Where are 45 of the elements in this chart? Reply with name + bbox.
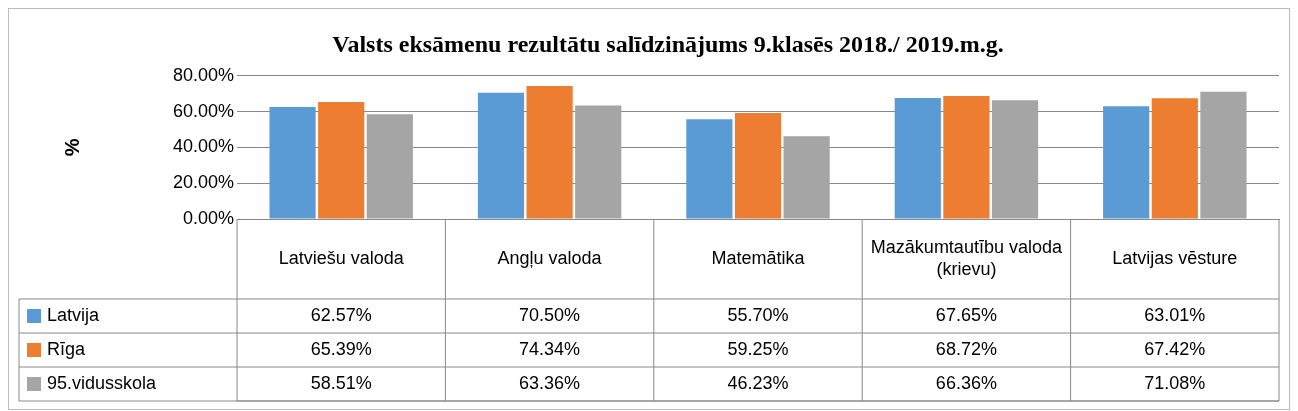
data-label: 68.72% [935,338,997,359]
bar [477,92,525,219]
bar [526,85,573,219]
bar [991,100,1039,219]
x-tick-label: Matemātika [711,247,806,268]
data-label: 63.36% [519,372,581,393]
bar [1151,98,1198,219]
data-label: 63.01% [1144,304,1206,325]
legend-label: 95.vidusskola [47,372,158,393]
data-label: 67.65% [935,304,997,325]
bar [575,105,622,219]
bar [318,101,365,219]
data-label: 71.08% [1144,372,1206,393]
y-axis-title: % [60,138,83,157]
data-label: 67.42% [1144,338,1206,359]
data-label: 65.39% [310,338,372,359]
bar [366,114,413,219]
bar [894,97,941,219]
y-tick-label: 0.00% [182,207,234,228]
data-label: 46.23% [727,372,789,393]
legend-label: Latvija [47,304,101,325]
data-label: 55.70% [727,304,789,325]
data-label: 74.34% [519,338,581,359]
bar [269,107,316,219]
bar [686,119,733,219]
data-label: 58.51% [310,372,372,393]
y-tick-label: 20.00% [172,172,234,193]
x-tick-label: Mazākumtautību valoda(krievu) [870,236,1063,279]
y-tick-label: 40.00% [172,136,234,157]
x-tick-label: Angļu valoda [497,247,603,268]
data-label: 59.25% [727,338,789,359]
bar [943,95,990,219]
chart-title: Valsts eksāmenu rezultātu salīdzinājums 9.klasēs 2018./ 2019.m.g. [332,30,1004,57]
data-label: 66.36% [935,372,997,393]
x-tick-label: Latvijas vēsture [1112,247,1238,268]
data-label: 70.50% [519,304,581,325]
x-tick-label: Latviešu valoda [278,247,405,268]
bar [783,136,830,219]
legend-label: Rīga [47,338,87,359]
y-tick-label: 80.00% [172,64,234,85]
bar [734,112,782,219]
y-tick-label: 60.00% [172,100,234,121]
data-label: 62.57% [310,304,372,325]
bar [1103,106,1150,219]
bar [1200,91,1247,219]
